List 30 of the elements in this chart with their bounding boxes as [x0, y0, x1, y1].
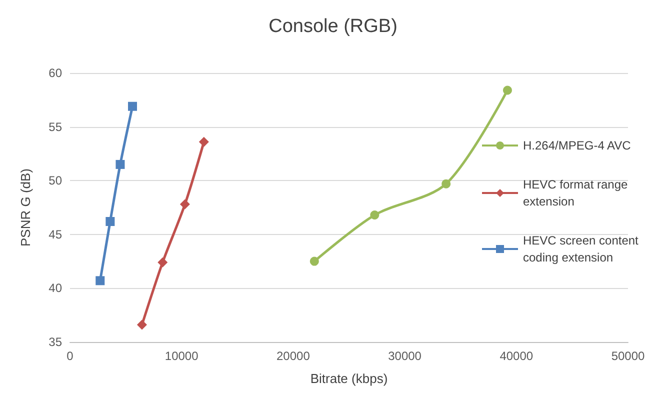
y-axis-title: PSNR G (dB)	[18, 168, 33, 247]
x-tick-label: 50000	[611, 349, 646, 363]
x-axis-title: Bitrate (kbps)	[310, 371, 388, 386]
x-tick-label: 0	[66, 349, 74, 363]
y-tick-label: 45	[48, 227, 62, 242]
legend-label: HEVC format range extension	[523, 178, 632, 208]
point	[502, 86, 512, 95]
legend-label: H.264/MPEG-4 AVC	[523, 138, 632, 152]
y-tick-label: 40	[48, 281, 62, 296]
point	[106, 216, 115, 226]
x-tick-label: 20000	[276, 349, 310, 363]
x-tick-label: 10000	[164, 349, 199, 363]
point	[116, 160, 125, 169]
y-tick-label: 55	[48, 120, 62, 134]
y-tick-label: 60	[48, 66, 62, 80]
point	[310, 256, 319, 266]
chart-title: Console (RGB)	[268, 16, 398, 37]
x-tick-label: 40000	[500, 349, 534, 363]
y-tick-label: 50	[48, 174, 62, 188]
x-tick-label: 30000	[388, 349, 422, 363]
point	[370, 210, 380, 220]
point	[96, 276, 105, 286]
legend-label: HEVC screen content coding extension	[523, 234, 642, 264]
point	[180, 199, 190, 210]
point	[158, 257, 168, 268]
point	[128, 102, 137, 111]
point	[198, 136, 209, 147]
point	[442, 179, 451, 188]
point	[136, 320, 147, 330]
y-tick-label: 35	[48, 335, 62, 349]
